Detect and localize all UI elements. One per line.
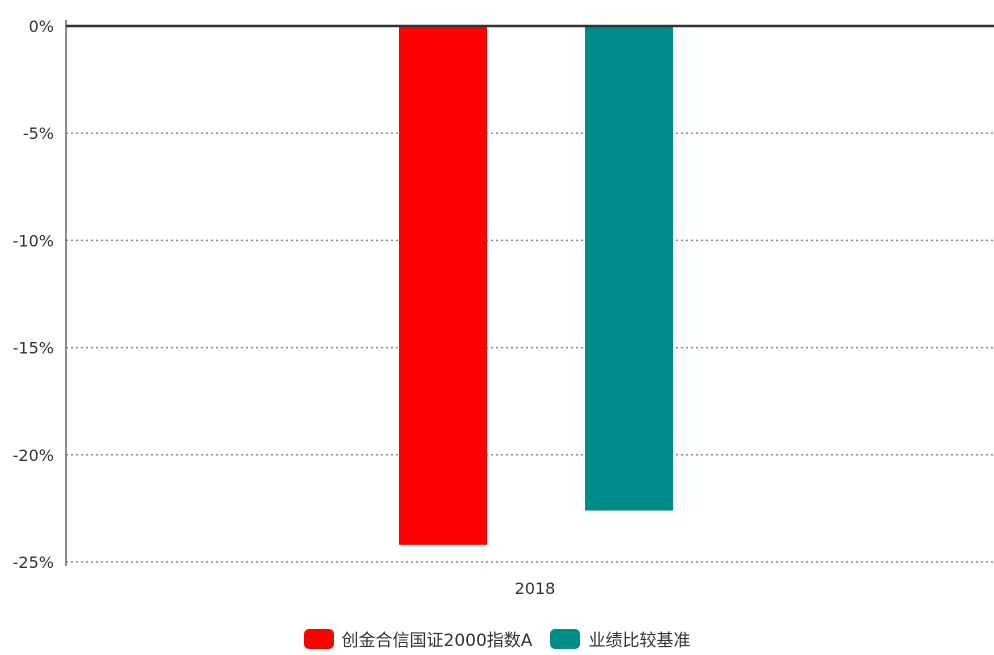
legend-item-series-1[interactable]: 创金合信国证2000指数A — [303, 626, 533, 651]
y-tick-label: -25% — [13, 553, 54, 572]
legend-swatch-series-2 — [550, 628, 581, 649]
y-axis-ticks: 0% -5% -10% -15% -20% -25% — [13, 17, 54, 572]
bar-series-2[interactable] — [585, 26, 673, 511]
y-tick-label: 0% — [29, 17, 54, 36]
x-axis-category-label: 2018 — [515, 579, 556, 598]
bar-series-1[interactable] — [399, 26, 487, 545]
legend-label-series-2: 业绩比较基准 — [588, 631, 691, 651]
bar-chart: 0% -5% -10% -15% -20% -25% 2018 — [13, 17, 994, 598]
legend-swatch-series-1 — [303, 628, 334, 649]
legend-label-series-1: 创金合信国证2000指数A — [341, 631, 533, 651]
y-tick-label: -20% — [13, 446, 54, 465]
legend: 创金合信国证2000指数A 业绩比较基准 — [0, 626, 994, 651]
grid-lines — [66, 132, 994, 563]
y-tick-label: -5% — [23, 124, 54, 143]
bars — [399, 26, 673, 545]
legend-item-series-2[interactable]: 业绩比较基准 — [550, 626, 690, 651]
y-tick-label: -10% — [13, 231, 54, 250]
y-tick-label: -15% — [13, 339, 54, 358]
